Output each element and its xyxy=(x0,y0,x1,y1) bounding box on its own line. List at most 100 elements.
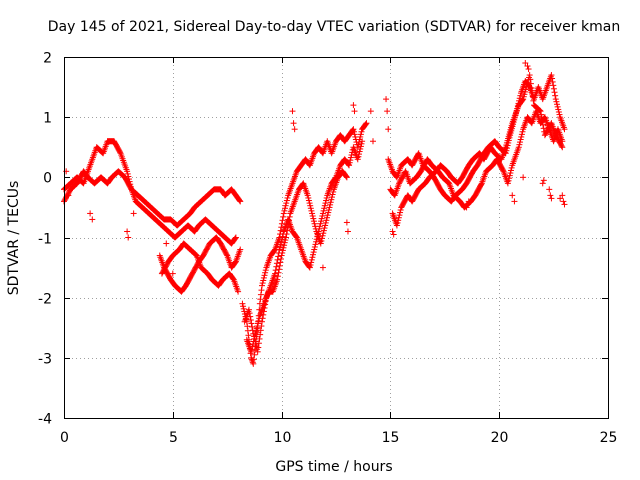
data-point xyxy=(271,247,278,254)
data-point xyxy=(247,317,254,324)
data-point xyxy=(307,262,314,269)
data-point xyxy=(259,282,266,289)
data-point xyxy=(253,325,260,332)
data-point xyxy=(552,96,559,103)
y-tick-label: 1 xyxy=(43,111,52,127)
data-point xyxy=(284,224,291,231)
data-point xyxy=(320,207,327,214)
data-point xyxy=(277,243,284,250)
data-point xyxy=(257,327,264,334)
data-point xyxy=(223,251,230,258)
data-point xyxy=(245,332,252,339)
data-point xyxy=(362,121,369,128)
data-point xyxy=(350,126,357,133)
data-point xyxy=(286,217,293,224)
data-point xyxy=(309,210,316,217)
x-tick-label: 20 xyxy=(491,430,509,446)
data-point xyxy=(320,227,327,234)
data-point xyxy=(356,151,363,158)
data-point xyxy=(311,243,318,250)
x-tick-label: 0 xyxy=(60,430,69,446)
data-point xyxy=(277,227,284,234)
data-point xyxy=(328,194,335,201)
data-point xyxy=(343,219,350,226)
data-point xyxy=(319,213,326,220)
data-point xyxy=(554,103,561,110)
data-point xyxy=(262,267,269,274)
data-point xyxy=(550,85,557,92)
y-axis-ticks: -4 -3 -2 -1 0 1 2 xyxy=(38,51,608,428)
data-point xyxy=(273,263,280,270)
data-point xyxy=(251,335,258,342)
data-point xyxy=(232,235,239,242)
y-tick-label: -1 xyxy=(38,232,52,248)
x-axis-ticks: 0 5 10 15 20 25 xyxy=(60,57,617,446)
data-point xyxy=(317,240,324,247)
data-point xyxy=(305,194,312,201)
data-point xyxy=(517,92,524,99)
data-point xyxy=(343,174,350,181)
data-point xyxy=(246,310,253,317)
data-point xyxy=(530,97,537,104)
data-point xyxy=(309,213,316,220)
data-point xyxy=(245,306,252,313)
data-point xyxy=(286,213,293,220)
data-point xyxy=(325,206,332,213)
data-point xyxy=(385,126,392,133)
data-point xyxy=(308,256,315,263)
data-point xyxy=(232,234,239,241)
data-point xyxy=(236,197,243,204)
data-point xyxy=(346,162,353,169)
data-point xyxy=(319,210,326,217)
data-point xyxy=(548,72,555,79)
data-point xyxy=(540,125,547,132)
data-point xyxy=(275,253,282,260)
data-point xyxy=(539,118,546,125)
data-point xyxy=(538,115,545,122)
data-point xyxy=(323,217,330,224)
data-point xyxy=(255,340,262,347)
data-point xyxy=(309,251,316,258)
data-point xyxy=(250,356,257,363)
data-point xyxy=(312,225,319,232)
data-point xyxy=(555,109,562,116)
data-point xyxy=(356,148,363,155)
data-point xyxy=(347,157,354,164)
data-point xyxy=(247,313,254,320)
data-point xyxy=(323,214,330,221)
data-point xyxy=(318,215,325,222)
data-point xyxy=(549,75,556,82)
data-point xyxy=(547,192,554,199)
data-point xyxy=(369,138,376,145)
data-point xyxy=(384,108,391,115)
data-point xyxy=(546,186,553,193)
data-point xyxy=(262,269,269,276)
data-point xyxy=(552,92,559,99)
data-point xyxy=(282,205,289,212)
data-point xyxy=(274,273,281,280)
data-point xyxy=(276,266,283,273)
data-point xyxy=(522,60,529,67)
data-point xyxy=(318,218,325,225)
data-point xyxy=(282,202,289,209)
data-point xyxy=(518,131,525,138)
data-point xyxy=(319,235,326,242)
data-point xyxy=(277,259,284,266)
data-point xyxy=(237,246,244,253)
data-point xyxy=(124,228,131,235)
data-point xyxy=(348,151,355,158)
data-point xyxy=(309,254,316,261)
data-point xyxy=(529,93,536,100)
data-point xyxy=(324,212,331,219)
data-point xyxy=(281,242,288,249)
data-point xyxy=(257,296,264,303)
data-point xyxy=(254,320,261,327)
data-point xyxy=(248,320,255,327)
data-point xyxy=(358,128,365,135)
data-point xyxy=(525,66,532,73)
x-axis-label: GPS time / hours xyxy=(275,459,392,475)
x-tick-label: 5 xyxy=(169,430,178,446)
data-point xyxy=(397,206,404,213)
data-point xyxy=(554,101,561,108)
data-point xyxy=(307,205,314,212)
